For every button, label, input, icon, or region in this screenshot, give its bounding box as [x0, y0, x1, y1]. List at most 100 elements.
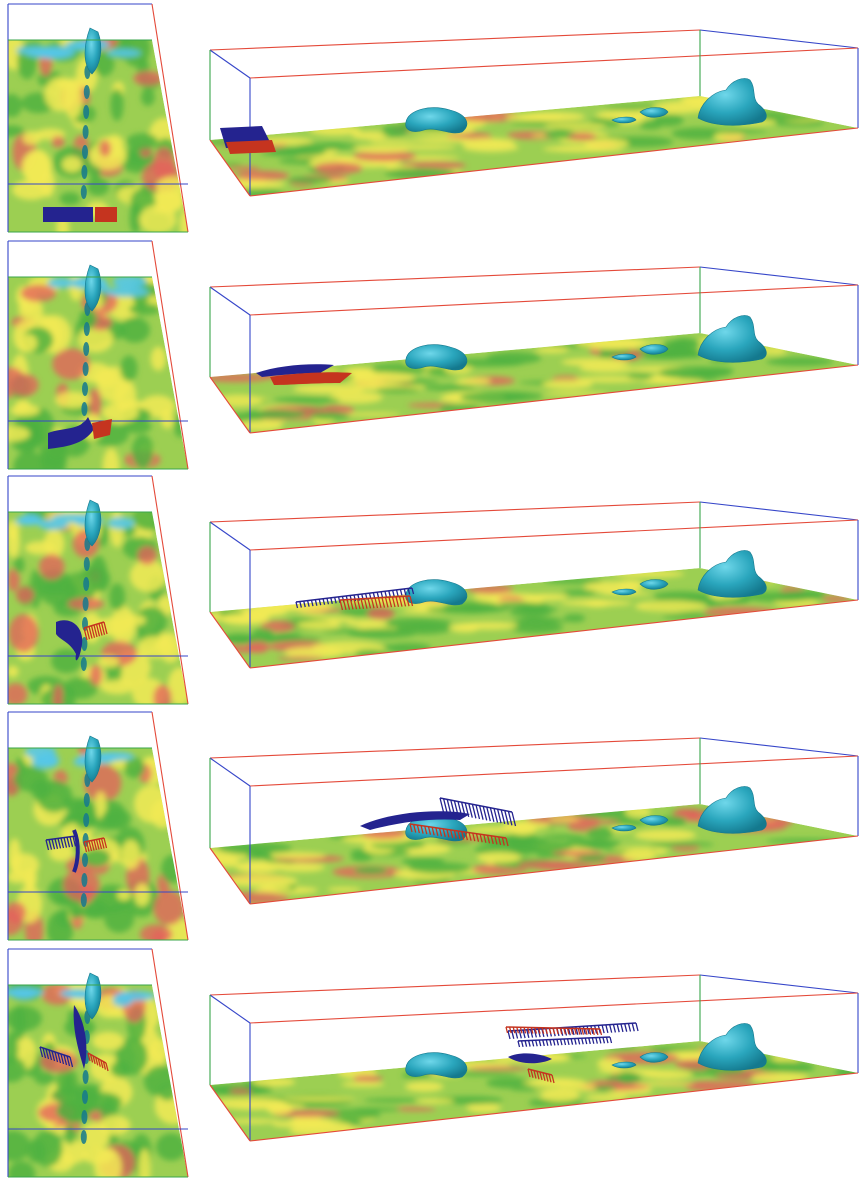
contour-blob: [124, 757, 145, 779]
frame-row: [7, 711, 859, 941]
contour-blob: [131, 434, 154, 469]
contour-blob: [252, 627, 275, 640]
contour-blob: [141, 88, 155, 106]
contour-blob: [321, 629, 366, 634]
isosurface-small-blob: [611, 353, 637, 361]
bounding-box-edge: [209, 29, 701, 51]
contour-blob: [612, 570, 685, 578]
contour-blob: [119, 317, 150, 343]
contour-blob: [89, 664, 103, 686]
contour-blob: [246, 640, 270, 653]
contour-blob: [107, 516, 135, 530]
contour-blob: [155, 176, 188, 198]
contour-blob: [580, 819, 621, 825]
contour-blob: [8, 125, 25, 137]
contour-blob: [296, 620, 341, 630]
contour-blob: [34, 753, 60, 767]
isosurface-large-blob: [697, 786, 767, 834]
contour-blob: [155, 1133, 187, 1161]
contour-blob: [616, 1071, 639, 1084]
contour-blob: [708, 129, 768, 134]
contour-blob: [39, 553, 65, 580]
contour-blob: [8, 1056, 26, 1083]
blue-sheet: [256, 364, 334, 377]
contour-blob: [519, 602, 550, 608]
contour-blob: [92, 1031, 125, 1051]
contour-blob: [36, 780, 73, 813]
contour-blob: [8, 1161, 36, 1177]
contour-blob: [273, 396, 340, 404]
contour-blob: [21, 151, 52, 184]
contour-blob: [8, 568, 20, 592]
contour-blob: [352, 1075, 383, 1083]
bounding-box-edge: [699, 737, 859, 757]
contour-blob: [64, 80, 83, 119]
contour-blob: [353, 145, 410, 154]
red-sheet: [92, 419, 112, 439]
contour-blob: [105, 286, 149, 297]
contour-blob: [79, 308, 97, 330]
perspective-view-panel: [209, 266, 859, 434]
contour-blob: [451, 1071, 518, 1077]
contour-blob: [608, 1045, 638, 1051]
contour-blob: [109, 583, 126, 611]
contour-plane: [8, 748, 188, 940]
contour-blob: [624, 806, 651, 818]
blue-sheet: [360, 811, 470, 830]
contour-blob: [634, 829, 697, 841]
contour-blob: [561, 358, 630, 367]
isosurface-large-blob: [697, 1023, 767, 1071]
contour-blob: [8, 987, 44, 998]
contour-blob: [15, 586, 35, 604]
contour-blob: [486, 1077, 533, 1089]
blue-sheet-strip: [517, 1036, 613, 1048]
contour-blob: [527, 593, 568, 601]
blue-sheet: [48, 417, 94, 449]
contour-blob: [246, 851, 272, 860]
contour-blob: [286, 176, 333, 185]
frame-row: [7, 475, 859, 705]
bounding-box-edge: [249, 755, 859, 787]
contour-blob: [227, 166, 261, 171]
bounding-box-edge: [209, 501, 701, 523]
contour-blob: [62, 685, 76, 704]
bounding-box-edge: [209, 847, 251, 905]
contour-blob: [354, 649, 387, 659]
sheet-top-view: [45, 829, 108, 873]
contour-blob: [327, 887, 362, 893]
bounding-box-edge: [249, 599, 859, 669]
contour-blob: [116, 889, 132, 901]
contour-blob: [10, 404, 40, 417]
contour-blob: [219, 163, 243, 167]
contour-blob: [778, 590, 828, 599]
contour-blob: [8, 901, 27, 924]
contour-blob: [8, 614, 39, 653]
bounding-box-edge: [249, 992, 859, 1024]
contour-blob: [821, 595, 851, 602]
contour-blob: [101, 402, 139, 423]
contour-blob: [396, 623, 451, 635]
isosurface-mid-blob: [405, 107, 468, 134]
contour-blob: [236, 420, 283, 431]
contour-blob: [466, 584, 514, 594]
contour-blob: [153, 890, 185, 926]
bounding-box-edge: [249, 284, 859, 316]
contour-blob: [51, 648, 82, 674]
contour-blob: [153, 684, 172, 704]
contour-blob: [229, 1088, 253, 1095]
contour-blob: [9, 373, 39, 397]
contour-blob: [351, 131, 389, 140]
contour-blob: [213, 394, 263, 407]
blue-sheet-fragment: [508, 1053, 552, 1064]
contour-blob: [509, 622, 564, 634]
contour-blob: [121, 419, 152, 434]
contour-blob: [674, 808, 702, 817]
perspective-view-panel: [209, 974, 859, 1142]
contour-blob: [407, 862, 472, 874]
contour-blob: [766, 357, 834, 367]
red-sheet: [95, 207, 117, 222]
bounding-box-edge: [249, 835, 859, 905]
contour-blob: [13, 1004, 26, 1041]
contour-blob: [214, 891, 290, 904]
